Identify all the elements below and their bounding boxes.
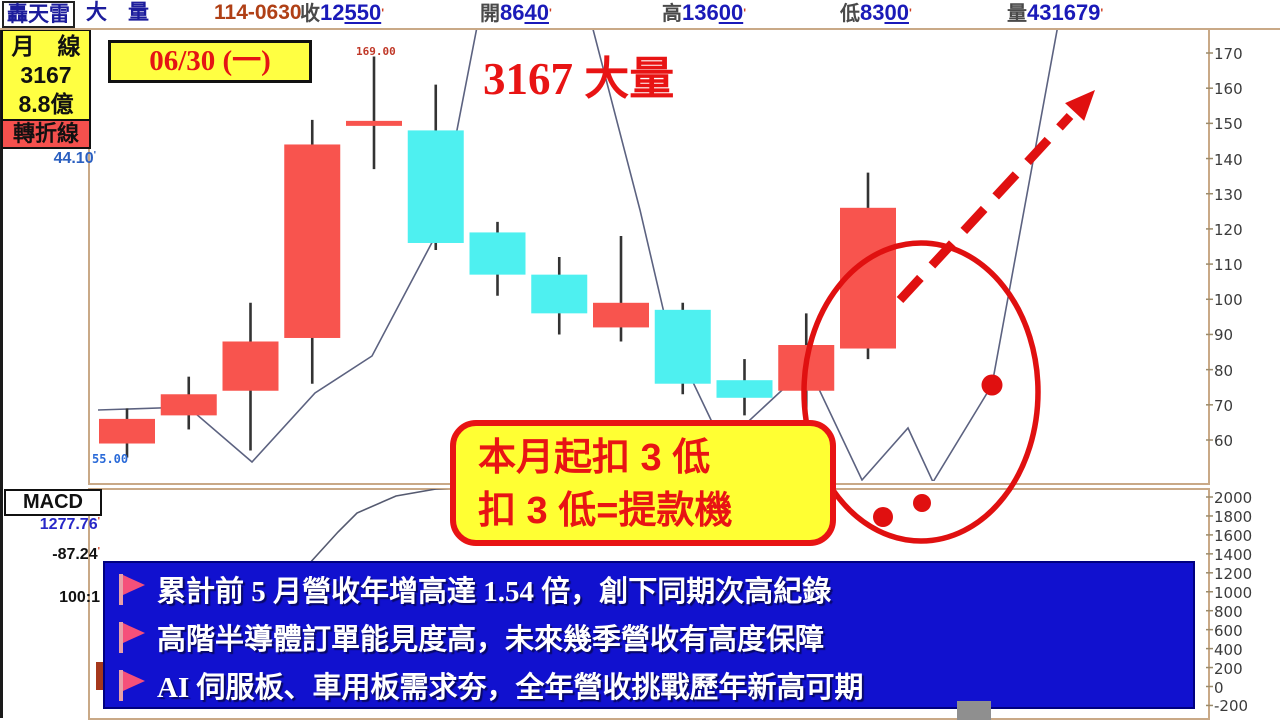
axis-tick-label: 1000 <box>1214 583 1253 602</box>
news-text: 高階半導體訂單能見度高，未來幾季營收有高度保障 <box>157 624 825 656</box>
tick-mark: ' <box>381 6 385 20</box>
axis-tick-label: 2000 <box>1214 489 1253 507</box>
quote-close: 收12550' <box>300 0 384 27</box>
chart-title: 3167 大量 <box>483 54 675 104</box>
low-price-label: 55.00 <box>92 452 129 466</box>
axis-tick-label: -200 <box>1214 697 1249 716</box>
period-label: 月 線 <box>11 33 81 59</box>
high-price-label: 169.00 <box>356 45 396 58</box>
axis-tick-label: 60 <box>1214 432 1234 450</box>
news-row: 高階半導體訂單能見度高，未來幾季營收有高度保障 <box>105 613 1193 661</box>
news-row: AI 伺服板、車用板需求夯，全年營收挑戰歷年新高可期 <box>105 661 1193 709</box>
mode-label: 大 量 <box>86 1 149 24</box>
stock-cap: 8.8億 <box>18 91 74 117</box>
axis-tick-label: 800 <box>1214 602 1243 621</box>
macd-indicator-label: MACD <box>4 489 102 516</box>
stock-info-box: 月 線 3167 8.8億 <box>1 29 91 122</box>
news-text: 累計前 5 月營收年增高達 1.54 倍，創下同期次高紀錄 <box>157 576 832 608</box>
axis-tick-label: 0 <box>1214 678 1224 697</box>
axis-tick-label: 400 <box>1214 640 1243 659</box>
news-text: AI 伺服板、車用板需求夯，全年營收挑戰歷年新高可期 <box>157 672 864 704</box>
quote-prefix: 高 <box>662 3 682 25</box>
quote-prefix: 低 <box>840 3 860 25</box>
tick-mark: ' <box>743 6 747 20</box>
quote-bar: 轟天雷 大 量 114-0630 收12550' 開8640' 高13600' … <box>0 0 1280 30</box>
axis-tick-label: 1400 <box>1214 545 1253 564</box>
callout-line-2: 扣 3 低=提款機 <box>478 490 733 532</box>
axis-tick-label: 1200 <box>1214 564 1253 583</box>
quote-number: 431679 <box>1027 0 1101 25</box>
macd-scale-ratio: 100:1 <box>59 589 100 606</box>
axis-tick-label: 1800 <box>1214 507 1253 526</box>
callout-box: 本月起扣 3 低 扣 3 低=提款機 <box>450 420 836 546</box>
quote-number: 8300 <box>860 0 909 25</box>
macd-dif-value: 1277.76' <box>39 516 100 533</box>
quote-prefix: 開 <box>480 3 500 25</box>
flag-icon <box>119 622 145 653</box>
macd-histogram-bar <box>96 662 105 690</box>
stock-id: 3167 <box>20 62 72 88</box>
quote-prefix: 量 <box>1007 3 1027 25</box>
axis-tick-label: 150 <box>1214 115 1243 134</box>
axis-tick-label: 160 <box>1214 80 1243 99</box>
turn-line-label: 轉折線 <box>1 119 91 149</box>
flag-icon <box>119 670 145 701</box>
tick-mark: ' <box>908 6 912 20</box>
axis-tick-label: 70 <box>1214 396 1234 415</box>
quote-number: 12550 <box>320 0 382 25</box>
axis-tick-label: 120 <box>1214 220 1243 239</box>
quote-date: 114-0630 <box>214 1 302 24</box>
tick-mark: ' <box>548 6 552 20</box>
macd-dem-value: -87.24' <box>52 546 100 563</box>
callout-line-1: 本月起扣 3 低 <box>478 437 711 479</box>
axis-tick-label: 130 <box>1214 185 1243 204</box>
axis-tick-label: 110 <box>1214 256 1243 275</box>
scrollbar-thumb <box>957 701 991 720</box>
axis-tick-label: 140 <box>1214 150 1243 169</box>
date-badge: 06/30 (一) <box>108 40 312 83</box>
axis-tick-label: 200 <box>1214 659 1243 678</box>
quote-number: 13600 <box>682 0 744 25</box>
tick-mark: ' <box>1100 6 1104 20</box>
quote-low: 低8300' <box>840 0 912 27</box>
axis-tick-label: 80 <box>1214 361 1234 380</box>
axis-tick-label: 90 <box>1214 326 1234 345</box>
quote-number: 8640 <box>500 0 549 25</box>
turn-line-value: 44.10' <box>53 150 96 167</box>
quote-open: 開8640' <box>480 0 552 27</box>
quote-prefix: 收 <box>300 3 320 25</box>
axis-tick-label: 170 <box>1214 45 1243 63</box>
news-box: 累計前 5 月營收年增高達 1.54 倍，創下同期次高紀錄 高階半導體訂單能見度高… <box>103 561 1195 709</box>
news-row: 累計前 5 月營收年增高達 1.54 倍，創下同期次高紀錄 <box>105 565 1193 613</box>
quote-high: 高13600' <box>662 0 746 27</box>
brand-logo: 轟天雷 <box>2 1 75 28</box>
flag-icon <box>119 574 145 605</box>
axis-tick-label: 600 <box>1214 621 1243 640</box>
quote-volume: 量431679' <box>1007 0 1103 27</box>
window-left-edge <box>0 28 3 718</box>
axis-tick-label: 1600 <box>1214 526 1253 545</box>
axis-tick-label: 100 <box>1214 291 1243 310</box>
